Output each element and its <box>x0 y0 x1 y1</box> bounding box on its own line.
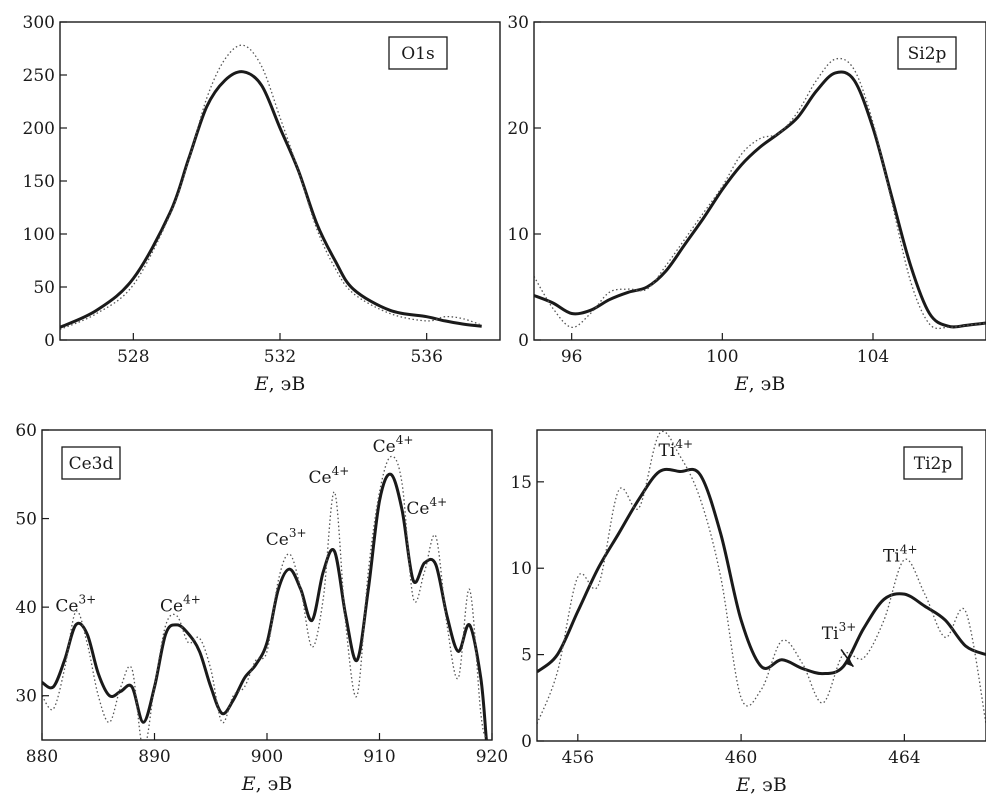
ti2p-x-axis-var: E <box>735 774 750 796</box>
o1s-x-tick-label: 536 <box>410 347 442 367</box>
si2p-plot-frame <box>533 21 986 341</box>
ce3d-x-tick-label: 880 <box>26 747 58 767</box>
ce3d-y-tick-label: 60 <box>15 421 37 441</box>
ti2p-peak-annotation: Ti3+ <box>822 620 856 644</box>
ti2p-y-tick-label: 15 <box>510 473 532 493</box>
ce3d-peak-annotation-charge: 4+ <box>429 495 447 509</box>
ce3d-panel-label: Ce3d <box>69 454 114 474</box>
si2p-y-tick-label: 0 <box>518 331 529 351</box>
o1s-x-tick-label: 532 <box>264 347 296 367</box>
si2p-panel-label-box <box>897 36 957 70</box>
si2p-x-axis-var: E <box>734 373 749 395</box>
o1s-panel-label-box <box>388 36 448 70</box>
ce3d-peak-annotation: Ce4+ <box>406 495 447 519</box>
ce3d-x-tick-label: 890 <box>138 747 170 767</box>
ti2p-panel-label-box <box>903 446 963 480</box>
o1s-panel-label: O1s <box>401 44 434 64</box>
ti2p-peak-annotation: Ti4+ <box>883 542 917 566</box>
ce3d-x-axis-var: E <box>241 773 256 795</box>
ti2p-y-tick-label: 10 <box>510 559 532 579</box>
o1s-x-tick-label: 528 <box>117 347 149 367</box>
ce3d-peak-annotation: Ce4+ <box>308 464 349 488</box>
o1s-x-axis-var: E <box>254 373 269 395</box>
panel-si2p: 96 100 104 0 10 20 30 E, эВ Si2p <box>507 13 986 395</box>
ti2p-y-tick-label: 5 <box>521 646 532 666</box>
ti2p-series-solid <box>537 467 986 676</box>
ce3d-peak-annotation-base: Ce <box>373 437 396 457</box>
o1s-y-tick-label: 100 <box>23 225 55 245</box>
si2p-x-tick-label: 96 <box>561 347 583 367</box>
ce3d-peak-annotation: Ce4+ <box>373 433 414 457</box>
si2p-panel-label: Si2p <box>908 44 947 64</box>
ce3d-peak-annotation-base: Ce <box>266 530 289 550</box>
o1s-series-dotted <box>60 44 482 330</box>
ce3d-peak-annotation-charge: 3+ <box>78 593 96 607</box>
ce3d-peak-annotation-charge: 4+ <box>396 433 414 447</box>
ce3d-x-tick-label: 920 <box>476 747 508 767</box>
si2p-series-solid <box>534 70 986 329</box>
ce3d-x-tick-label: 910 <box>363 747 395 767</box>
si2p-x-tick-label: 104 <box>857 347 889 367</box>
ce3d-y-tick-label: 40 <box>15 598 37 618</box>
o1s-x-axis-unit: , эВ <box>269 373 306 395</box>
ti3-arrow-head <box>845 657 854 667</box>
ti2p-peak-annotation-charge: 4+ <box>900 542 918 556</box>
ti2p-panel-label: Ti2p <box>914 454 953 474</box>
ce3d-peak-annotation-base: Ce <box>160 597 183 617</box>
ce3d-x-axis-title: E, эВ <box>241 773 293 795</box>
o1s-y-tick-label: 250 <box>23 66 55 86</box>
si2p-x-axis-title: E, эВ <box>734 373 786 395</box>
ti2p-plot-frame <box>536 429 986 742</box>
ti2p-x-tick-label: 464 <box>888 748 920 768</box>
ce3d-peak-annotation: Ce3+ <box>266 526 307 550</box>
ce3d-panel-label-box <box>61 446 121 480</box>
o1s-plot-frame <box>59 21 501 341</box>
o1s-y-tick-label: 150 <box>23 172 55 192</box>
ti2p-peak-annotation-base: Ti <box>883 546 900 566</box>
ce3d-peak-annotation-base: Ce <box>406 499 429 519</box>
o1s-y-tick-label: 0 <box>44 331 55 351</box>
ti2p-y-tick-label: 0 <box>521 732 532 752</box>
si2p-series-dotted <box>534 57 986 330</box>
o1s-y-tick-label: 50 <box>33 278 55 298</box>
o1s-y-tick-label: 300 <box>23 13 55 33</box>
si2p-y-tick-label: 20 <box>507 119 529 139</box>
ce3d-peak-annotation-base: Ce <box>308 468 331 488</box>
si2p-x-tick-label: 100 <box>706 347 738 367</box>
si2p-y-tick-label: 10 <box>507 225 529 245</box>
ti2p-peak-annotation-charge: 4+ <box>675 437 693 451</box>
panel-o1s: 528 532 536 0 50 100 150 200 250 300 E, эВ O1s <box>23 13 501 395</box>
ti2p-x-tick-label: 456 <box>562 748 594 768</box>
ce3d-series-solid <box>42 472 488 740</box>
ce3d-peak-annotation: Ce4+ <box>160 593 201 617</box>
ti2p-peak-annotation-charge: 3+ <box>839 620 857 634</box>
o1s-y-tick-label: 200 <box>23 119 55 139</box>
si2p-x-axis-unit: , эВ <box>749 373 786 395</box>
ce3d-peak-annotation: Ce3+ <box>55 593 96 617</box>
ti2p-peak-annotation: Ti4+ <box>659 437 693 461</box>
ce3d-peak-annotation-charge: 3+ <box>289 526 307 540</box>
ce3d-peak-annotation-charge: 4+ <box>183 593 201 607</box>
ce3d-peak-annotation-charge: 4+ <box>332 464 350 478</box>
ce3d-peak-annotation-base: Ce <box>55 597 78 617</box>
ce3d-x-tick-label: 900 <box>251 747 283 767</box>
ti2p-peak-annotation-base: Ti <box>659 441 676 461</box>
o1s-series-solid <box>60 70 482 329</box>
ce3d-x-axis-unit: , эВ <box>256 773 293 795</box>
ti2p-x-axis-title: E, эВ <box>735 774 787 796</box>
ti2p-x-tick-label: 460 <box>725 748 757 768</box>
o1s-x-axis-title: E, эВ <box>254 373 306 395</box>
ti2p-x-axis-unit: , эВ <box>750 774 787 796</box>
ce3d-y-tick-label: 50 <box>15 510 37 530</box>
ti2p-peak-annotation-base: Ti <box>822 624 839 644</box>
ce3d-y-tick-label: 30 <box>15 687 37 707</box>
si2p-y-tick-label: 30 <box>507 13 529 33</box>
